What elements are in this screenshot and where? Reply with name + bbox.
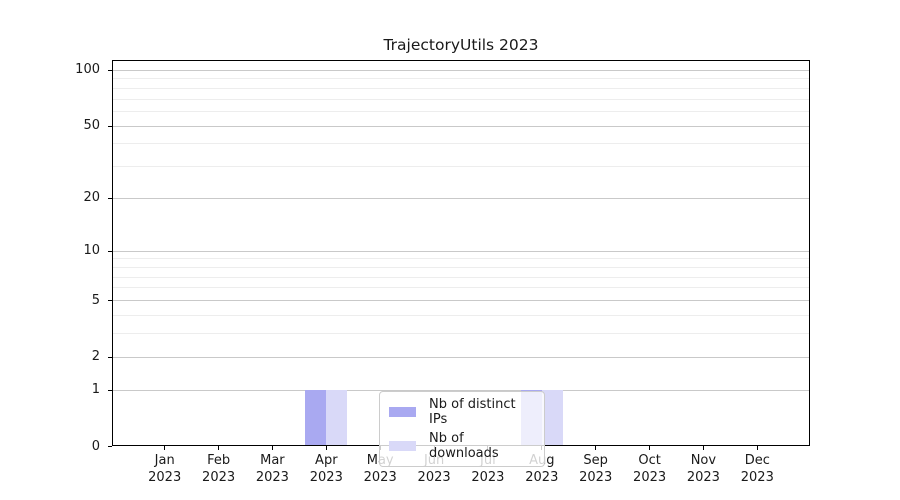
- x-axis-tick-label: Oct 2023: [633, 453, 667, 485]
- y-axis-tick-label: 5: [91, 292, 100, 308]
- x-axis-tick-label: Jan 2023: [148, 453, 182, 485]
- gridline-minor: [112, 78, 810, 80]
- x-axis-tick: [164, 446, 166, 450]
- x-axis-tick-label: Dec 2023: [740, 453, 774, 485]
- gridline-minor: [112, 333, 810, 334]
- x-axis-tick: [218, 446, 220, 450]
- x-axis-tick: [702, 446, 704, 450]
- bar-nb-of-downloads-apr: [326, 389, 348, 446]
- bar-nb-of-distinct-ips-apr: [305, 389, 327, 446]
- x-axis-tick-label: Sep 2023: [579, 453, 613, 485]
- x-axis-tick-label: Mar 2023: [255, 453, 289, 485]
- legend-label-downloads: Nb of downloads: [429, 431, 499, 461]
- y-axis-tick: [108, 446, 112, 448]
- gridline-major: [112, 197, 810, 199]
- x-axis-tick: [595, 446, 597, 450]
- legend-item-distinct-ips: Nb of distinct IPs: [386, 397, 537, 427]
- gridline-minor: [112, 111, 810, 112]
- gridline-minor: [112, 314, 810, 316]
- legend-item-downloads: Nb of downloads: [386, 431, 537, 461]
- gridline-major: [112, 300, 810, 301]
- gridline-major: [112, 69, 810, 71]
- gridline-minor: [112, 276, 810, 278]
- gridline-minor: [112, 266, 810, 268]
- gridline-minor: [112, 287, 810, 289]
- y-axis-tick-label: 10: [83, 243, 100, 259]
- x-axis-tick-label: Nov 2023: [686, 453, 720, 485]
- y-axis-tick: [108, 197, 112, 200]
- x-axis-tick-label: Apr 2023: [309, 453, 343, 485]
- legend-swatch-distinct-ips-icon: [389, 407, 416, 417]
- gridline-minor: [112, 87, 810, 89]
- legend: Nb of distinct IPs Nb of downloads: [379, 391, 545, 467]
- gridline-major: [112, 250, 810, 252]
- y-axis-tick-label: 0: [91, 438, 100, 454]
- y-axis-tick: [108, 300, 112, 302]
- x-axis-tick-label: Feb 2023: [202, 453, 236, 485]
- legend-label-distinct-ips: Nb of distinct IPs: [429, 397, 516, 427]
- y-axis-tick-label: 100: [75, 62, 100, 78]
- gridline-minor: [112, 143, 810, 145]
- y-axis-tick: [108, 356, 112, 358]
- gridline-minor: [112, 258, 810, 260]
- y-axis-tick-label: 20: [83, 190, 100, 206]
- gridline-major: [112, 356, 810, 358]
- y-axis-tick-label: 50: [83, 118, 100, 134]
- bar-nb-of-downloads-aug: [541, 389, 563, 446]
- gridline-major: [112, 125, 810, 127]
- x-axis-tick: [325, 446, 327, 450]
- x-axis-tick: [271, 446, 273, 450]
- legend-swatch-downloads-icon: [389, 441, 416, 451]
- y-axis-tick: [108, 250, 112, 252]
- x-axis-tick: [649, 446, 651, 450]
- gridline-minor: [112, 98, 810, 100]
- y-axis-tick: [108, 389, 112, 391]
- x-axis-tick: [756, 446, 758, 450]
- gridline-minor: [112, 166, 810, 168]
- gridline-major: [112, 389, 810, 391]
- y-axis-tick: [108, 125, 112, 127]
- y-axis-tick-label: 1: [91, 382, 100, 397]
- plot-frame: [112, 60, 810, 446]
- y-axis-tick-label: 2: [91, 349, 100, 364]
- y-axis-tick: [108, 69, 112, 72]
- chart-title: TrajectoryUtils 2023: [383, 36, 539, 54]
